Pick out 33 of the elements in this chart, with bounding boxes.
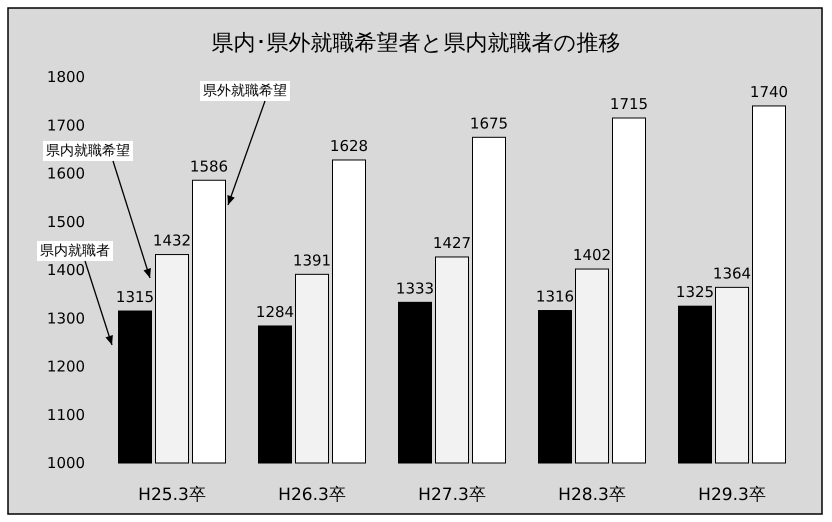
text: 県内就職希望: [46, 143, 130, 159]
y-tick-label: 1700: [46, 116, 86, 134]
data-label: 1325: [676, 283, 714, 302]
data-label: 1675: [470, 114, 508, 132]
chart-title: 県内･県外就職希望者と県内就職者の推移: [212, 31, 620, 56]
x-tick-label: H27.3卒: [418, 485, 486, 505]
y-tick-label: 1400: [46, 261, 86, 279]
text: 県内就職者: [40, 243, 110, 259]
data-label: 1391: [292, 251, 332, 270]
data-label: 1315: [116, 288, 154, 306]
data-label: 1740: [750, 82, 788, 101]
y-tick-label: 1600: [46, 164, 86, 182]
data-label: 1432: [152, 232, 192, 250]
y-tick-label: 1000: [46, 454, 86, 472]
data-label: 1427: [432, 234, 472, 252]
x-tick-label: H29.3卒: [698, 485, 766, 505]
data-label: 1715: [610, 95, 648, 114]
data-label: 1316: [536, 288, 574, 306]
x-tick-label: H28.3卒: [558, 485, 626, 505]
data-label: 1333: [396, 279, 434, 298]
x-tick-label: H25.3卒: [138, 485, 206, 505]
data-label: 1586: [190, 157, 228, 176]
data-label: 1364: [712, 264, 752, 282]
x-tick-label: H26.3卒: [278, 485, 346, 505]
y-tick-label: 1200: [46, 358, 86, 376]
data-label: 1628: [330, 136, 368, 155]
y-tick-label: 1300: [46, 309, 86, 328]
y-tick-label: 1100: [46, 406, 86, 424]
data-label: 1284: [256, 302, 294, 321]
y-tick-label: 1800: [46, 68, 86, 86]
y-tick-label: 1500: [46, 212, 86, 231]
text: 県外就職希望: [203, 83, 287, 99]
data-label: 1402: [572, 246, 612, 264]
